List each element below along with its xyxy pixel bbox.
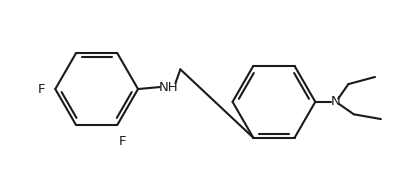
- Text: N: N: [331, 95, 341, 108]
- Text: F: F: [119, 135, 126, 148]
- Text: NH: NH: [159, 81, 178, 94]
- Text: F: F: [38, 83, 45, 95]
